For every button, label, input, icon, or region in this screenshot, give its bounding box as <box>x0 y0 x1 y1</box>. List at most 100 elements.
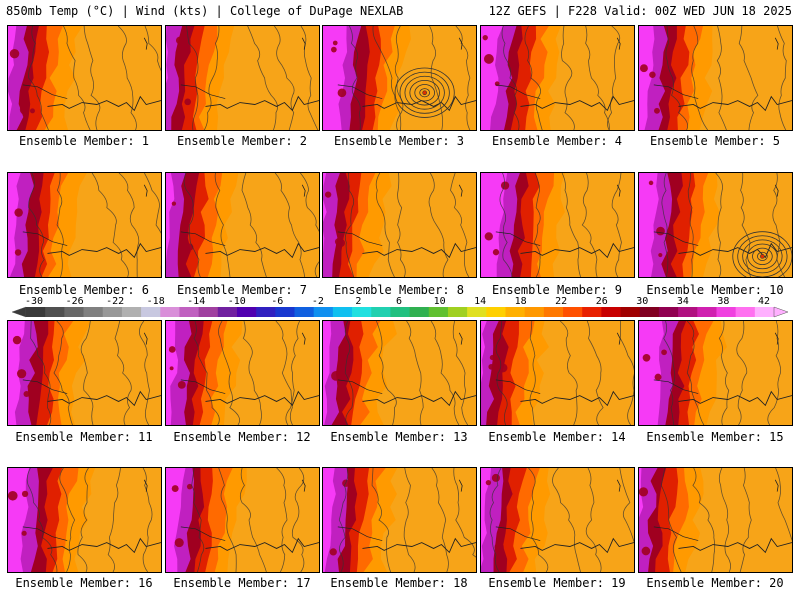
ensemble-member-map <box>165 172 320 278</box>
ensemble-member-label: Ensemble Member: 14 <box>488 430 626 444</box>
colorbar-tick-label: 22 <box>555 296 568 307</box>
ensemble-member-map <box>165 25 320 131</box>
colorbar-swatch <box>390 307 410 317</box>
colorbar-swatch <box>467 307 487 317</box>
colorbar-tick-label: -10 <box>227 296 246 307</box>
ensemble-member-label: Ensemble Member: 3 <box>333 134 465 148</box>
colorbar-swatch <box>371 307 391 317</box>
ensemble-member-label: Ensemble Member: 18 <box>330 576 468 590</box>
ensemble-member-map <box>480 172 635 278</box>
colorbar-swatch <box>217 307 238 317</box>
colorbar-swatch <box>294 307 315 317</box>
colorbar-swatch <box>524 307 545 317</box>
ensemble-member-map <box>638 25 793 131</box>
ensemble-member-map <box>7 25 162 131</box>
colorbar-tick-label: -30 <box>24 296 44 307</box>
ensemble-member-map <box>322 172 477 278</box>
colorbar-tick-label: 30 <box>636 296 649 307</box>
ensemble-member-label: Ensemble Member: 19 <box>488 576 626 590</box>
ensemble-member-label: Ensemble Member: 12 <box>173 430 311 444</box>
colorbar-swatch <box>45 307 65 317</box>
colorbar-swatch <box>582 307 602 317</box>
ensemble-member-label: Ensemble Member: 11 <box>15 430 153 444</box>
ensemble-member-map <box>322 467 477 573</box>
colorbar-swatch <box>332 307 353 317</box>
colorbar-swatch <box>26 307 46 317</box>
colorbar-swatch <box>198 307 219 317</box>
colorbar-tick-label: -18 <box>146 296 165 307</box>
ensemble-member-label: Ensemble Member: 1 <box>18 134 150 148</box>
ensemble-member-map <box>638 172 793 278</box>
colorbar-swatch <box>83 307 104 317</box>
ensemble-member-label: Ensemble Member: 8 <box>333 283 465 297</box>
ensemble-member-map <box>480 25 635 131</box>
colorbar-swatch <box>352 307 372 317</box>
ensemble-member-map <box>165 320 320 426</box>
ensemble-member-map <box>480 467 635 573</box>
colorbar-swatch <box>428 307 449 317</box>
ensemble-member-label: Ensemble Member: 20 <box>646 576 784 590</box>
colorbar-swatch <box>754 307 775 317</box>
colorbar-tick-label: 38 <box>717 296 730 307</box>
colorbar-swatch <box>236 307 257 317</box>
colorbar-swatch <box>179 307 200 317</box>
colorbar-swatch <box>141 307 161 317</box>
ensemble-member-label: Ensemble Member: 5 <box>649 134 781 148</box>
colorbar-swatch <box>697 307 717 317</box>
ensemble-member-map <box>7 320 162 426</box>
ensemble-member-label: Ensemble Member: 10 <box>646 283 784 297</box>
colorbar-tick-label: 14 <box>474 296 487 307</box>
colorbar-swatch <box>543 307 564 317</box>
colorbar-swatch <box>64 307 84 317</box>
colorbar-swatch <box>639 307 660 317</box>
ensemble-member-map <box>638 320 793 426</box>
ensemble-member-label: Ensemble Member: 9 <box>491 283 623 297</box>
colorbar-tick-label: -14 <box>187 296 206 307</box>
colorbar-tick-label: 18 <box>514 296 527 307</box>
colorbar-tick-label: 26 <box>595 296 608 307</box>
colorbar-swatch <box>563 307 583 317</box>
colorbar-swatch <box>313 307 334 317</box>
ensemble-member-label: Ensemble Member: 15 <box>646 430 784 444</box>
colorbar-swatch <box>121 307 142 317</box>
ensemble-member-map <box>7 172 162 278</box>
colorbar-swatch <box>658 307 679 317</box>
colorbar-swatch <box>102 307 123 317</box>
ensemble-member-label: Ensemble Member: 4 <box>491 134 623 148</box>
colorbar-swatch <box>160 307 180 317</box>
ensemble-member-map <box>7 467 162 573</box>
ensemble-member-label: Ensemble Member: 2 <box>176 134 308 148</box>
ensemble-member-label: Ensemble Member: 13 <box>330 430 468 444</box>
ensemble-member-map <box>322 320 477 426</box>
map-title: 850mb Temp (°C) | Wind (kts) | College o… <box>6 4 404 18</box>
colorbar-swatch <box>735 307 756 317</box>
colorbar-swatch <box>447 307 468 317</box>
colorbar-tick-label: 6 <box>395 296 403 307</box>
colorbar-swatch <box>486 307 506 317</box>
colorbar-tick-label: 42 <box>757 296 771 307</box>
model-run-info: 12Z GEFS | F228 Valid: 00Z WED JUN 18 20… <box>488 4 792 18</box>
colorbar-swatch <box>620 307 641 317</box>
colorbar-swatch <box>601 307 621 317</box>
ensemble-member-label: Ensemble Member: 17 <box>173 576 311 590</box>
colorbar-swatch <box>256 307 276 317</box>
temperature-colorbar <box>12 306 788 318</box>
colorbar-swatch <box>275 307 295 317</box>
colorbar-swatch <box>505 307 526 317</box>
ensemble-member-map <box>638 467 793 573</box>
colorbar-tick-label: -6 <box>271 296 284 307</box>
colorbar-swatch <box>678 307 698 317</box>
ensemble-member-label: Ensemble Member: 6 <box>18 283 150 297</box>
colorbar-tick-label: 2 <box>355 296 362 307</box>
ensemble-member-label: Ensemble Member: 16 <box>15 576 153 590</box>
colorbar-tick-label: 10 <box>433 296 446 307</box>
ensemble-member-map <box>322 25 477 131</box>
colorbar-tick-label: -26 <box>65 296 84 307</box>
ensemble-member-map <box>480 320 635 426</box>
colorbar-tick-label: 34 <box>676 296 689 307</box>
ensemble-member-map <box>165 467 320 573</box>
colorbar-tick-label: -22 <box>106 296 125 307</box>
ensemble-member-label: Ensemble Member: 7 <box>176 283 308 297</box>
colorbar-swatch <box>409 307 430 317</box>
colorbar-swatch <box>716 307 737 317</box>
